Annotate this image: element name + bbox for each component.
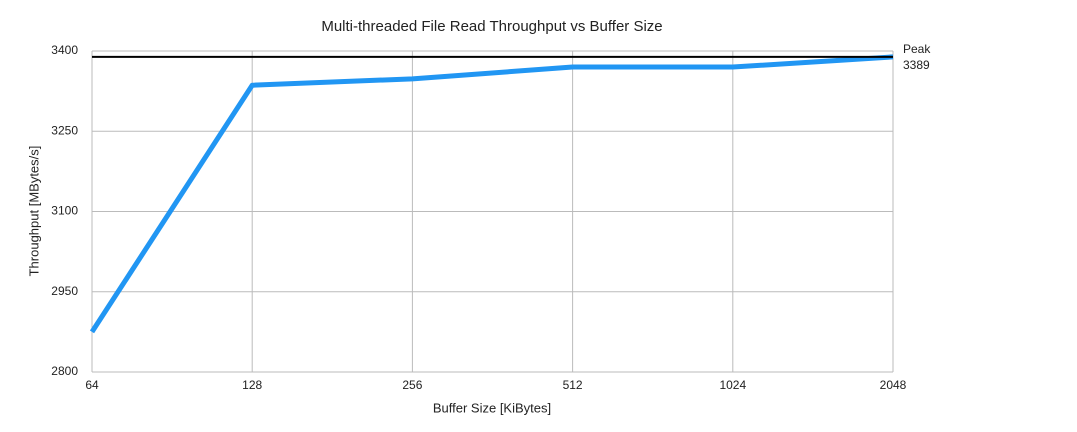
- peak-value: 3389: [903, 58, 930, 72]
- x-axis-label: Buffer Size [KiBytes]: [433, 400, 551, 415]
- chart-title: Multi-threaded File Read Throughput vs B…: [321, 18, 662, 35]
- y-axis-label: Throughput [MBytes/s]: [26, 146, 41, 277]
- x-tick-label: 512: [563, 378, 583, 392]
- x-tick-label: 256: [402, 378, 422, 392]
- y-tick-label: 3250: [51, 123, 78, 137]
- y-tick-label: 3100: [51, 204, 78, 218]
- y-tick-label: 2950: [51, 284, 78, 298]
- x-tick-label: 128: [242, 378, 262, 392]
- data-line: [89, 54, 894, 334]
- x-tick-label: 64: [85, 378, 99, 392]
- y-tick-label: 2800: [51, 364, 78, 378]
- y-tick-label: 3400: [51, 43, 78, 57]
- x-tick-label: 1024: [719, 378, 746, 392]
- peak-label: Peak: [903, 42, 931, 56]
- x-tick-label: 2048: [880, 378, 907, 392]
